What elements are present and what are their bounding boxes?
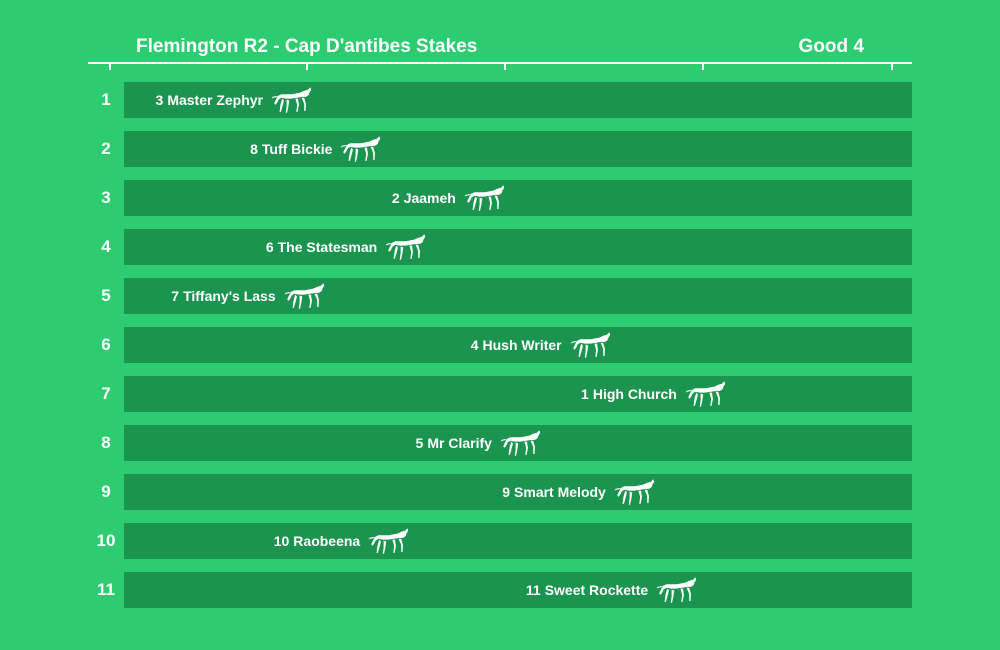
barrier-number: 1	[88, 90, 124, 110]
lane: 1 3Master Zephyr	[88, 80, 912, 120]
barrier-number: 5	[88, 286, 124, 306]
lane: 4 6The Statesman	[88, 227, 912, 267]
lane: 1010Raobeena	[88, 521, 912, 561]
horse-number: 1	[581, 386, 589, 402]
lane: 3 2Jaameh	[88, 178, 912, 218]
horse-icon	[683, 377, 727, 411]
horse: 4Hush Writer	[471, 328, 612, 362]
lane: 6 4Hush Writer	[88, 325, 912, 365]
lanes: 13Master Zephyr28Tuff Bickie32Jaameh46Th…	[88, 80, 912, 610]
lane: 8 5Mr Clarify	[88, 423, 912, 463]
header: Flemington R2 - Cap D'antibes Stakes Goo…	[88, 36, 912, 58]
lane-track: 8Tuff Bickie	[124, 131, 912, 167]
horse: 7Tiffany's Lass	[171, 279, 325, 313]
ruler-line	[88, 62, 912, 64]
horse-icon	[338, 132, 382, 166]
horse-name: Mr Clarify	[427, 435, 492, 451]
horse-icon	[612, 475, 656, 509]
lane: 5 7Tiffany's Lass	[88, 276, 912, 316]
barrier-number: 9	[88, 482, 124, 502]
barrier-number: 10	[88, 531, 124, 551]
barrier-number: 2	[88, 139, 124, 159]
lane-track: 5Mr Clarify	[124, 425, 912, 461]
track-condition: Good 4	[799, 36, 864, 58]
ruler-tick	[891, 62, 893, 70]
horse: 2Jaameh	[392, 181, 506, 215]
horse-icon	[383, 230, 427, 264]
lane-track: 3Master Zephyr	[124, 82, 912, 118]
horse-icon	[568, 328, 612, 362]
lane: 99Smart Melody	[88, 472, 912, 512]
horse-number: 6	[266, 239, 274, 255]
barrier-number: 8	[88, 433, 124, 453]
horse-name: Sweet Rockette	[545, 582, 648, 598]
horse-name: Hush Writer	[483, 337, 562, 353]
horse-name: The Statesman	[278, 239, 378, 255]
lane-track: 6The Statesman	[124, 229, 912, 265]
horse: 3Master Zephyr	[156, 83, 314, 117]
horse-name: Smart Melody	[514, 484, 606, 500]
horse-icon	[654, 573, 698, 607]
lane-track: 10Raobeena	[124, 523, 912, 559]
horse-number: 7	[171, 288, 179, 304]
horse-icon	[498, 426, 542, 460]
horse-number: 3	[156, 92, 164, 108]
barrier-number: 3	[88, 188, 124, 208]
horse-number: 10	[274, 533, 290, 549]
horse-number: 9	[502, 484, 510, 500]
lane: 7 1High Church	[88, 374, 912, 414]
ruler-tick	[109, 62, 111, 70]
horse-name: Jaameh	[404, 190, 456, 206]
horse: 1High Church	[581, 377, 727, 411]
horse-number: 8	[250, 141, 258, 157]
horse-name: Raobeena	[293, 533, 360, 549]
lane-track: 11Sweet Rockette	[124, 572, 912, 608]
horse-icon	[462, 181, 506, 215]
ruler-tick	[702, 62, 704, 70]
barrier-number: 11	[88, 580, 124, 600]
lane-track: 7Tiffany's Lass	[124, 278, 912, 314]
horse-icon	[269, 83, 313, 117]
ruler-tick	[306, 62, 308, 70]
barrier-number: 6	[88, 335, 124, 355]
horse: 10Raobeena	[274, 524, 411, 558]
horse: 6The Statesman	[266, 230, 427, 264]
ruler-tick	[504, 62, 506, 70]
lane-track: 9Smart Melody	[124, 474, 912, 510]
lane-track: 4Hush Writer	[124, 327, 912, 363]
horse: 9Smart Melody	[502, 475, 656, 509]
lane: 2 8Tuff Bickie	[88, 129, 912, 169]
race-track-panel: Flemington R2 - Cap D'antibes Stakes Goo…	[0, 0, 1000, 630]
horse-icon	[282, 279, 326, 313]
barrier-number: 7	[88, 384, 124, 404]
horse-number: 2	[392, 190, 400, 206]
horse-number: 4	[471, 337, 479, 353]
horse: 11Sweet Rockette	[526, 573, 698, 607]
lane-track: 1High Church	[124, 376, 912, 412]
horse: 5Mr Clarify	[416, 426, 542, 460]
race-title: Flemington R2 - Cap D'antibes Stakes	[136, 36, 477, 58]
horse-name: Tiffany's Lass	[183, 288, 276, 304]
horse-name: Tuff Bickie	[262, 141, 333, 157]
horse-name: Master Zephyr	[167, 92, 263, 108]
horse-number: 5	[416, 435, 424, 451]
ruler	[88, 60, 912, 70]
horse-icon	[366, 524, 410, 558]
horse: 8Tuff Bickie	[250, 132, 382, 166]
horse-number: 11	[526, 582, 541, 598]
lane-track: 2Jaameh	[124, 180, 912, 216]
horse-name: High Church	[593, 386, 677, 402]
barrier-number: 4	[88, 237, 124, 257]
lane: 1111Sweet Rockette	[88, 570, 912, 610]
